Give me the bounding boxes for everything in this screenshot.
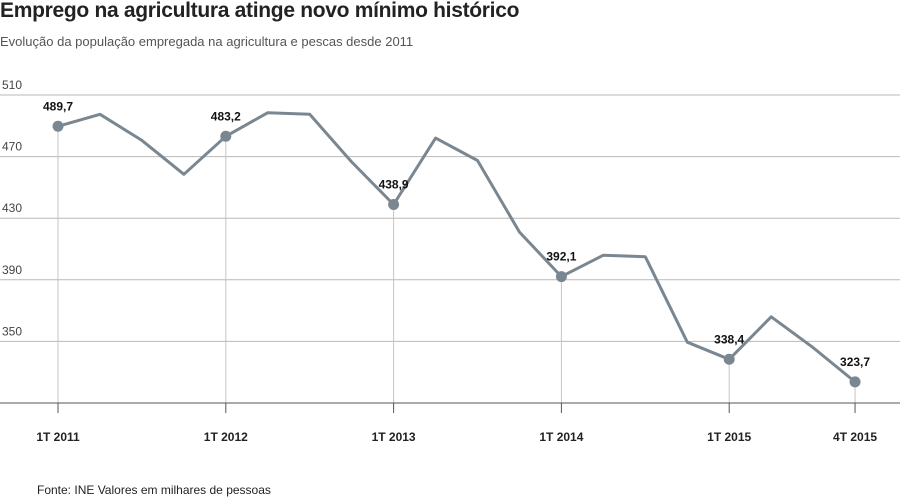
y-tick-label: 390 — [2, 263, 22, 277]
x-axis — [0, 402, 900, 413]
chart-title: Emprego na agricultura atinge novo mínim… — [0, 0, 520, 22]
series-polyline — [56, 111, 857, 384]
data-label: 338,4 — [714, 332, 744, 346]
data-labels: 489,7 483,2 438,9 392,1 338,4 323,7 — [43, 99, 870, 369]
chart-subtitle: Evolução da população empregada na agric… — [0, 34, 414, 49]
data-point-marker — [388, 198, 400, 210]
x-tick-labels: 1T 2011 1T 2012 1T 2013 1T 2014 1T 2015 4T 20… — [36, 430, 877, 444]
data-point-marker — [723, 353, 735, 365]
y-tick-label: 470 — [2, 140, 22, 154]
y-tick-label: 350 — [2, 324, 22, 338]
x-tick-label: 1T 2015 — [707, 430, 751, 444]
y-tick-labels: 350 390 430 470 510 — [2, 78, 22, 338]
data-label: 438,9 — [379, 177, 409, 191]
data-label: 483,2 — [211, 109, 241, 123]
x-tick-label: 1T 2011 — [36, 430, 80, 444]
series-line — [56, 111, 857, 384]
x-tick-label: 1T 2014 — [539, 430, 583, 444]
y-tick-label: 430 — [2, 201, 22, 215]
gridlines — [0, 94, 900, 342]
data-label: 323,7 — [840, 355, 870, 369]
x-tick-label: 4T 2015 — [833, 430, 877, 444]
data-point-marker — [52, 120, 64, 132]
x-tick-label: 1T 2012 — [204, 430, 248, 444]
data-point-marker — [220, 130, 232, 142]
data-markers — [52, 120, 861, 388]
data-label: 489,7 — [43, 99, 73, 113]
y-tick-label: 510 — [2, 78, 22, 92]
data-label: 392,1 — [546, 250, 576, 264]
source-note: Fonte: INE Valores em milhares de pessoa… — [37, 483, 271, 497]
data-point-marker — [849, 376, 861, 388]
data-point-marker — [555, 271, 567, 283]
x-tick-label: 1T 2013 — [372, 430, 416, 444]
